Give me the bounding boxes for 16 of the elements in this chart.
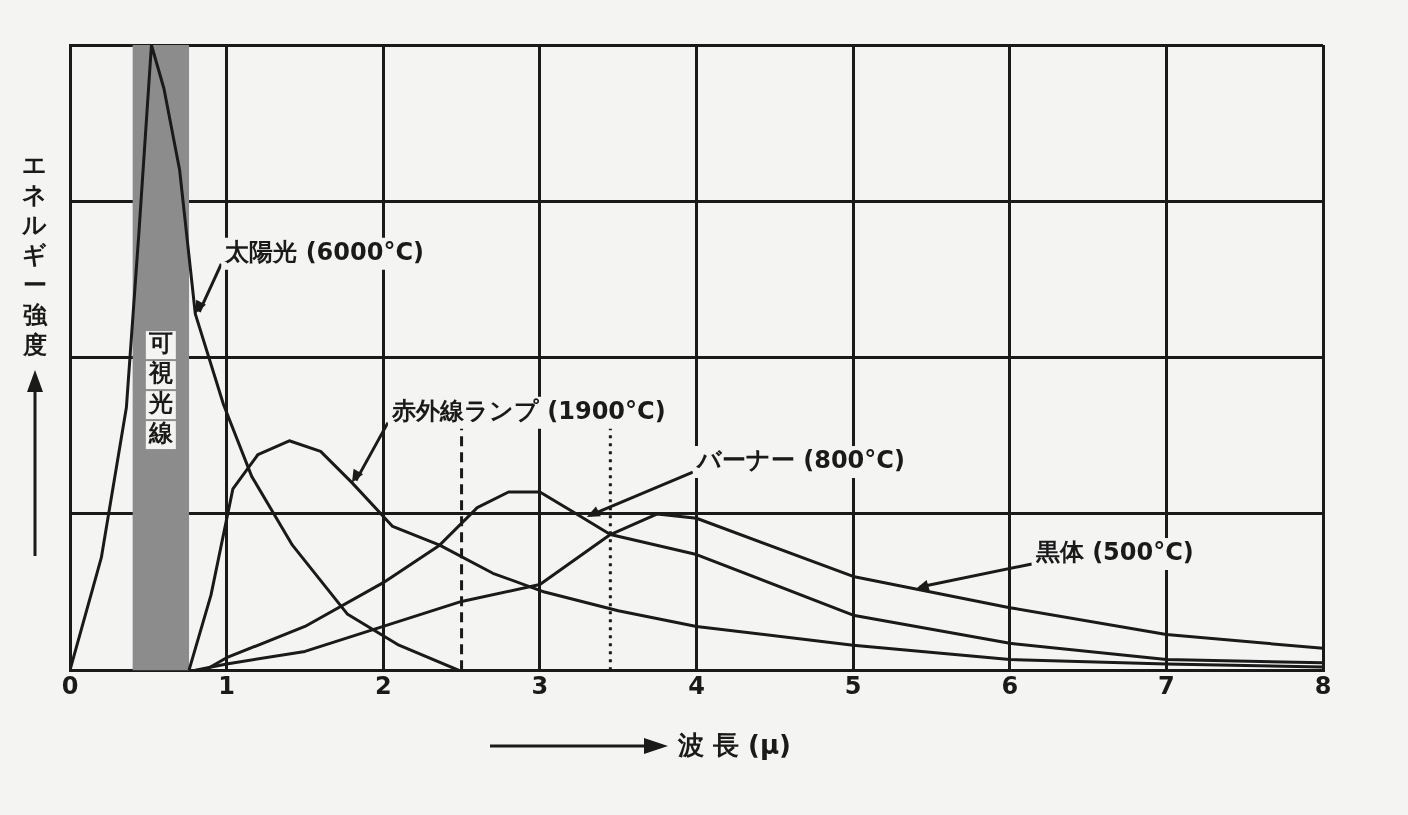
x-tick-label: 8 xyxy=(1314,671,1332,700)
x-tick-label: 0 xyxy=(61,671,79,700)
annotation: 赤外線ランプ (1900°C) xyxy=(390,396,666,425)
x-tick-label: 7 xyxy=(1158,671,1175,700)
x-tick-label: 2 xyxy=(374,671,392,700)
x-axis-title: 波 長 (μ) xyxy=(678,729,792,762)
x-tick-label: 4 xyxy=(688,671,705,700)
annotation: 黒体 (500°C) xyxy=(1034,538,1194,567)
x-tick-label: 6 xyxy=(1001,671,1019,700)
y-axis-title: エネルギー強度 xyxy=(22,150,47,360)
x-tick-label: 5 xyxy=(844,671,862,700)
x-tick-label: 1 xyxy=(218,671,235,700)
x-tick-label: 3 xyxy=(531,671,549,700)
annotation: 太陽光 (6000°C) xyxy=(224,238,424,267)
annotation: バーナー (800°C) xyxy=(694,446,905,475)
band-label: 可視光線 xyxy=(147,329,174,448)
